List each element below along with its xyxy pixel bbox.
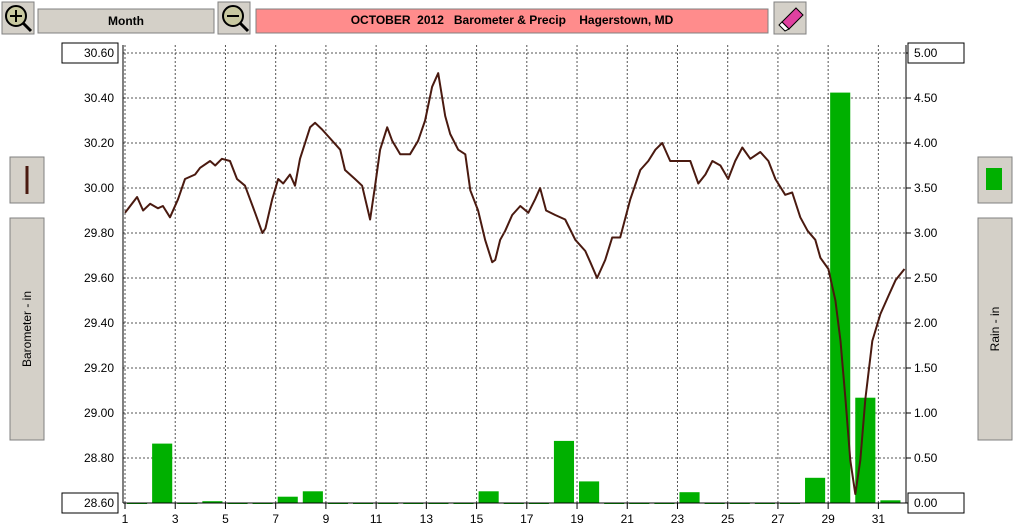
rain-bar [830,92,851,503]
barometer-line [124,72,906,495]
x-tick-label: 23 [671,512,685,526]
rain-bar [152,443,173,503]
y2-tick-label: 0.50 [914,451,938,465]
x-tick-label: 1 [122,512,129,526]
y2-tick-label: 2.50 [914,271,938,285]
rain-bar [277,496,298,503]
y2-tick-box [907,492,965,514]
y-tick-box [61,42,119,64]
y-tick-label: 29.60 [84,271,114,285]
x-tick-label: 21 [621,512,635,526]
x-tick-label: 27 [771,512,785,526]
x-tick-label: 5 [222,512,229,526]
x-tick-label: 3 [172,512,179,526]
y-tick-label: 28.80 [84,451,114,465]
y-axis-label: Barometer - in [20,291,34,367]
plot-area [123,45,906,503]
y-tick-label: 30.20 [84,136,114,150]
title-box [255,8,769,34]
rain-bar [880,500,901,503]
y2-tick-label: 2.00 [914,316,938,330]
rain-bar [579,481,600,503]
y-tick-box [61,492,119,514]
y-tick-label: 29.80 [84,226,114,240]
view-button[interactable] [37,8,215,34]
y-tick-label: 30.40 [84,91,114,105]
y2-tick-label: 0.00 [914,496,938,510]
x-tick-label: 11 [370,512,383,526]
view-button-label[interactable]: Month [108,14,144,28]
y2label-box [977,217,1013,441]
x-tick-label: 9 [323,512,330,526]
y-tick-label: 30.00 [84,181,114,195]
y2-tick-label: 5.00 [914,46,938,60]
y-tick-label: 29.00 [84,406,114,420]
zoom-out[interactable] [217,1,251,35]
y2-tick-label: 3.00 [914,226,938,240]
rain-bar [202,501,223,503]
x-tick-label: 29 [821,512,835,526]
y-tick-label: 29.20 [84,361,114,375]
rain-bar [805,477,826,503]
y-tick-label: 30.60 [84,46,114,60]
rain-bar [679,492,700,503]
y2-tick-label: 1.50 [914,361,938,375]
x-tick-label: 17 [520,512,534,526]
x-tick-label: 15 [470,512,484,526]
rain-bar [553,440,575,503]
rain-swatch [986,168,1002,190]
rain-bar [302,491,323,503]
y2-tick-box [907,42,965,64]
rain-bar [478,491,499,503]
chart-title: OCTOBER 2012 Barometer & Precip Hagersto… [351,13,674,27]
y2-axis-label: Rain - in [988,307,1002,352]
y2-tick-label: 1.00 [914,406,938,420]
x-tick-label: 7 [272,512,279,526]
x-tick-label: 31 [872,512,886,526]
x-tick-label: 19 [570,512,584,526]
y2-tick-label: 4.00 [914,136,938,150]
y-tick-label: 29.40 [84,316,114,330]
x-tick-label: 25 [721,512,735,526]
rain-bar [855,397,876,503]
x-tick-label: 13 [420,512,434,526]
clear-button[interactable] [773,1,807,35]
ylabel-box [9,217,45,441]
zoom-in[interactable] [1,1,35,35]
y2-tick-label: 3.50 [914,181,938,195]
y2-tick-label: 4.50 [914,91,938,105]
y-tick-label: 28.60 [84,496,114,510]
